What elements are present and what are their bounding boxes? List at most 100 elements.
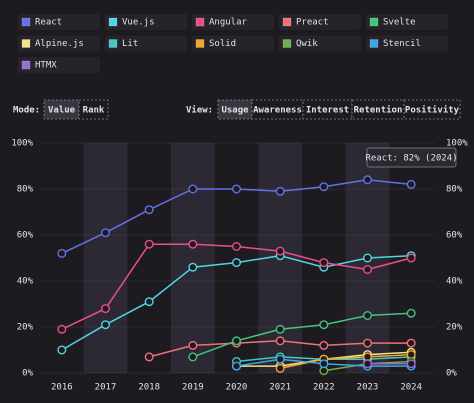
data-point[interactable]: [275, 186, 285, 196]
data-point[interactable]: [144, 297, 154, 307]
toggle-button-label[interactable]: Awareness: [253, 106, 302, 116]
legend-label[interactable]: Solid: [209, 39, 236, 49]
data-point[interactable]: [57, 324, 67, 334]
data-point[interactable]: [363, 311, 373, 321]
toggle-button-label[interactable]: Usage: [221, 106, 249, 116]
toggle-button-label[interactable]: Positivity: [405, 105, 460, 116]
data-point[interactable]: [275, 336, 285, 346]
toggle-button[interactable]: [302, 99, 353, 120]
data-point[interactable]: [319, 182, 329, 192]
data-point[interactable]: [231, 258, 241, 268]
legend-label[interactable]: Preact: [296, 18, 329, 28]
legend-item-bg[interactable]: [105, 14, 187, 30]
data-point[interactable]: [100, 320, 110, 330]
legend-swatch[interactable]: [195, 39, 205, 48]
data-point[interactable]: [275, 363, 285, 373]
data-point[interactable]: [231, 241, 241, 251]
data-point[interactable]: [406, 308, 416, 318]
legend-swatch[interactable]: [108, 39, 118, 48]
data-point[interactable]: [406, 253, 416, 263]
data-point[interactable]: [57, 248, 67, 258]
legend-item-bg[interactable]: [192, 14, 274, 30]
legend-swatch[interactable]: [21, 39, 31, 48]
column-band: [171, 143, 215, 373]
data-point[interactable]: [100, 304, 110, 314]
legend-label[interactable]: HTMX: [35, 61, 57, 71]
data-point[interactable]: [319, 359, 329, 369]
toggle-button[interactable]: [78, 99, 109, 120]
data-point[interactable]: [406, 359, 416, 369]
legend-label[interactable]: Vue.js: [122, 18, 155, 28]
data-point[interactable]: [319, 258, 329, 268]
legend-item-bg[interactable]: [18, 14, 100, 30]
legend-swatch[interactable]: [369, 17, 379, 27]
legend-label[interactable]: Stencil: [383, 39, 421, 49]
data-point[interactable]: [188, 239, 198, 249]
data-point[interactable]: [275, 324, 285, 334]
legend-item-bg[interactable]: [366, 35, 448, 52]
legend-item-bg[interactable]: [18, 35, 100, 52]
data-point[interactable]: [231, 361, 241, 371]
legend-label[interactable]: React: [35, 18, 62, 28]
legend-swatch[interactable]: [21, 17, 31, 27]
legend-label[interactable]: Angular: [209, 18, 248, 28]
data-point[interactable]: [231, 184, 241, 194]
tooltip-text: React: 82% (2024): [365, 154, 457, 164]
data-point[interactable]: [363, 359, 373, 369]
data-point[interactable]: [319, 340, 329, 350]
legend-label[interactable]: Lit: [122, 39, 138, 49]
legend-swatch[interactable]: [195, 17, 205, 27]
data-point[interactable]: [188, 184, 198, 194]
y-tick-label-right: 100%: [446, 139, 468, 149]
toggle-button-label[interactable]: Value: [48, 106, 76, 116]
toggle-button-label[interactable]: Rank: [83, 106, 105, 116]
legend-item-bg[interactable]: [279, 35, 361, 52]
data-point[interactable]: [319, 320, 329, 330]
toggle-button[interactable]: [217, 99, 253, 120]
data-point[interactable]: [363, 338, 373, 348]
legend-item-bg[interactable]: [18, 57, 100, 73]
legend-label[interactable]: Svelte: [383, 18, 416, 28]
legend-swatch[interactable]: [108, 17, 118, 27]
legend-label[interactable]: Alpine.js: [35, 39, 84, 49]
data-point[interactable]: [144, 239, 154, 249]
y-tick-label: 80%: [17, 185, 34, 195]
data-point[interactable]: [231, 336, 241, 346]
data-point[interactable]: [363, 175, 373, 185]
data-point[interactable]: [363, 265, 373, 275]
data-point[interactable]: [188, 352, 198, 362]
data-point[interactable]: [188, 262, 198, 272]
y-tick-label-right: 0%: [446, 369, 457, 379]
legend-item-bg[interactable]: [192, 35, 274, 52]
data-point[interactable]: [406, 179, 416, 189]
x-tick-label: 2019: [182, 383, 204, 393]
data-point[interactable]: [363, 253, 373, 263]
data-point[interactable]: [100, 228, 110, 238]
x-tick-label: 2017: [95, 383, 117, 393]
data-point[interactable]: [57, 345, 67, 355]
x-tick-label: 2020: [226, 383, 248, 393]
series-line: [192, 312, 412, 358]
legend-item-bg[interactable]: [105, 35, 187, 52]
toggle-button-label[interactable]: Retention: [354, 105, 403, 116]
data-point[interactable]: [144, 205, 154, 215]
legend-swatch[interactable]: [282, 39, 292, 48]
data-point[interactable]: [406, 338, 416, 348]
legend-label[interactable]: Qwik: [296, 39, 318, 49]
toggle-button[interactable]: [403, 99, 461, 120]
toggle-button-label[interactable]: Interest: [306, 106, 349, 116]
legend-swatch[interactable]: [282, 17, 292, 27]
data-point[interactable]: [275, 354, 285, 364]
data-point[interactable]: [275, 246, 285, 256]
data-point[interactable]: [188, 340, 198, 350]
data-point[interactable]: [144, 352, 154, 362]
legend-swatch[interactable]: [21, 60, 31, 70]
y-tick-label-right: 80%: [446, 185, 463, 195]
x-tick-label: 2023: [357, 383, 379, 393]
x-tick-label: 2021: [269, 383, 291, 393]
legend-item-bg[interactable]: [279, 14, 361, 30]
view-label: View:: [186, 105, 213, 116]
legend-item-bg[interactable]: [366, 14, 448, 30]
legend-swatch[interactable]: [369, 39, 379, 48]
